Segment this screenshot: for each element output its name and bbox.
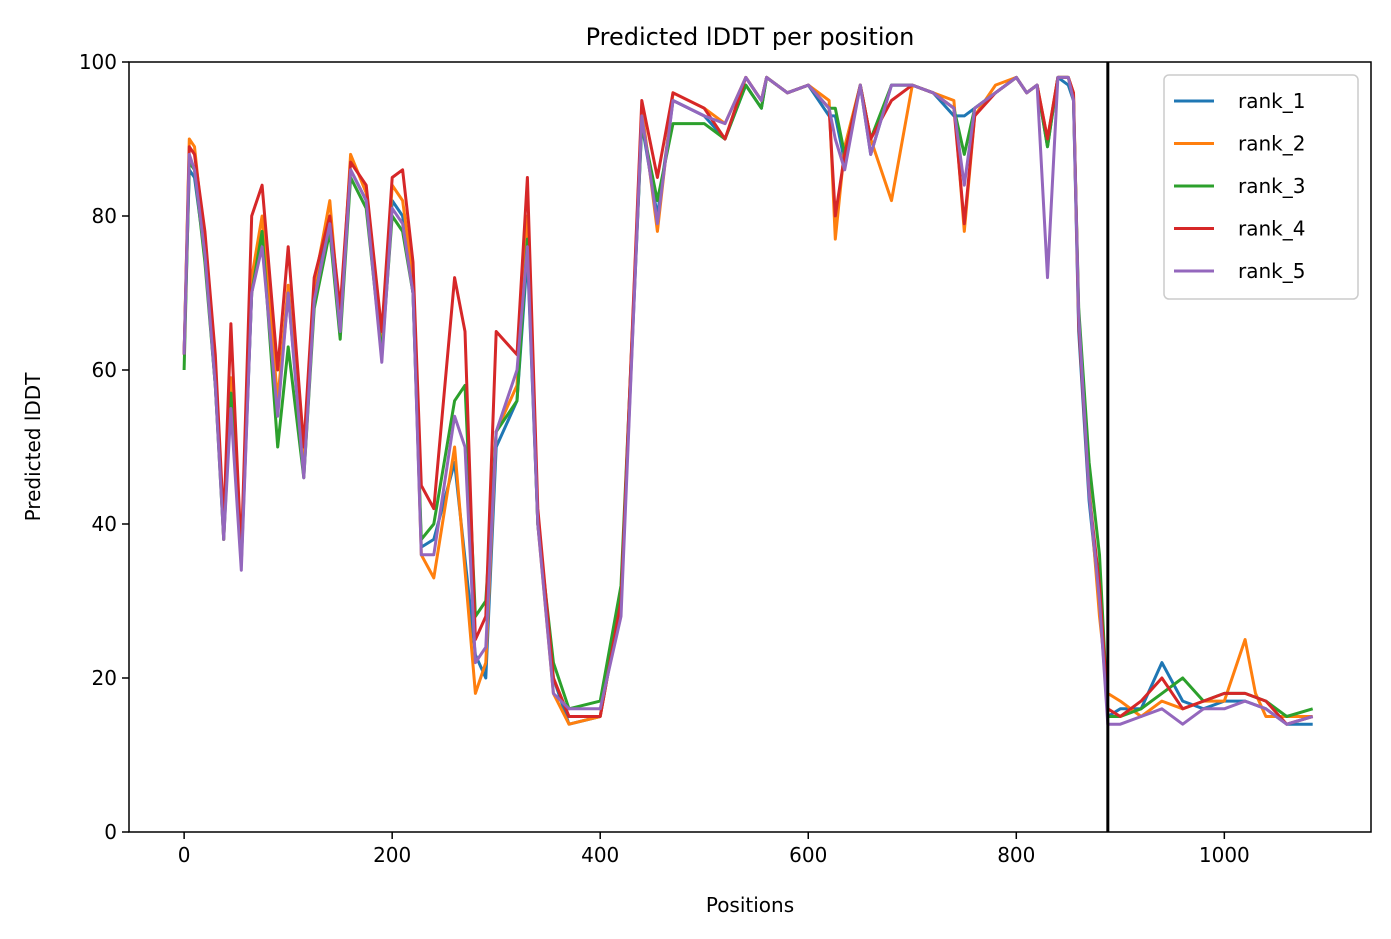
y-tick-label: 60 xyxy=(92,358,117,382)
series-layer xyxy=(182,75,1314,726)
legend-label-rank_2: rank_2 xyxy=(1238,132,1305,156)
legend-label-rank_1: rank_1 xyxy=(1238,89,1305,113)
y-tick-label: 80 xyxy=(92,204,117,228)
y-tick-label: 0 xyxy=(104,820,117,844)
x-tick-label: 200 xyxy=(373,843,411,867)
y-tick-label: 20 xyxy=(92,666,117,690)
y-tick-label: 40 xyxy=(92,512,117,536)
legend-label-rank_4: rank_4 xyxy=(1238,217,1305,241)
plot-frame xyxy=(128,61,1372,833)
axes-layer: 0 200 400 600 800 1000 0 20 40 60 80 100 xyxy=(79,50,1250,867)
legend: rank_1 rank_2 rank_3 rank_4 rank_5 xyxy=(1163,74,1359,300)
legend-label-rank_3: rank_3 xyxy=(1238,174,1305,198)
x-tick-label: 600 xyxy=(789,843,827,867)
y-tick-label: 100 xyxy=(79,50,117,74)
legend-box xyxy=(1163,74,1359,300)
x-tick-label: 1000 xyxy=(1199,843,1250,867)
x-axis-label: Positions xyxy=(706,893,794,917)
x-tick-label: 0 xyxy=(178,843,191,867)
y-axis-label: Predicted lDDT xyxy=(21,372,45,522)
x-tick-label: 800 xyxy=(997,843,1035,867)
legend-label-rank_5: rank_5 xyxy=(1238,259,1305,283)
chart-title: Predicted lDDT per position xyxy=(586,23,915,51)
series-line-rank_5 xyxy=(182,75,1314,726)
x-tick-label: 400 xyxy=(581,843,619,867)
